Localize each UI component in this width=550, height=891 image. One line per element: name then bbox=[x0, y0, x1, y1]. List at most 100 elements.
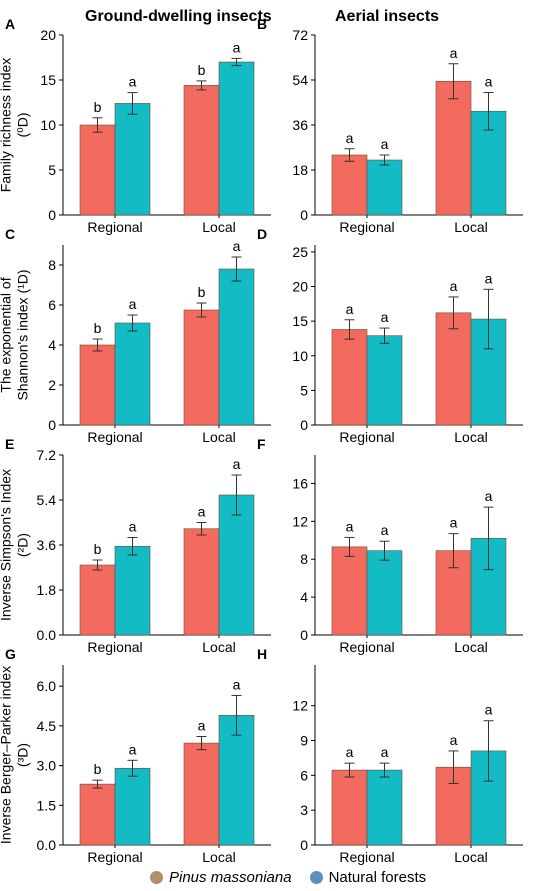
panel-E: E 0.0 1.8 3.6 5.4 7.2 Inverse Simpson's Index(… bbox=[0, 436, 271, 655]
significance-letter: a bbox=[485, 270, 493, 286]
significance-letter: a bbox=[381, 309, 389, 325]
y-axis-label: (⁰D) bbox=[15, 112, 31, 137]
panel-letter-E: E bbox=[5, 436, 14, 452]
y-tick-label: 54 bbox=[292, 72, 308, 88]
bar-pinus bbox=[79, 783, 116, 846]
y-tick-label: 9 bbox=[300, 732, 308, 748]
y-tick-label: 0.0 bbox=[37, 837, 57, 853]
y-tick-label: 7.2 bbox=[37, 447, 57, 463]
y-tick-label: 8 bbox=[300, 551, 308, 567]
y-tick-label: 0.0 bbox=[37, 627, 57, 643]
y-tick-label: 3 bbox=[300, 802, 308, 818]
legend-item-natural: Natural forests bbox=[309, 868, 427, 886]
significance-letter: a bbox=[485, 702, 493, 718]
significance-letter: b bbox=[198, 284, 206, 300]
bar-natural bbox=[366, 550, 403, 636]
y-axis-label: Inverse Berger–Parker index bbox=[0, 666, 14, 844]
legend: Pinus massoniana Natural forests bbox=[150, 866, 444, 888]
legend-item-pinus: Pinus massoniana bbox=[150, 869, 292, 886]
y-tick-label: 8 bbox=[48, 257, 56, 273]
bar-pinus bbox=[183, 309, 220, 426]
significance-letter: a bbox=[198, 504, 206, 520]
panel-H: H 0 3 6 9 12 Regional a a Local a a bbox=[257, 646, 523, 865]
bar-natural bbox=[366, 769, 403, 846]
x-tick-label: Regional bbox=[87, 849, 142, 865]
x-tick-label: Regional bbox=[87, 219, 142, 235]
bar-natural bbox=[114, 103, 151, 216]
x-tick-label: Local bbox=[454, 639, 487, 655]
significance-letter: a bbox=[233, 676, 241, 692]
significance-letter: a bbox=[198, 717, 206, 733]
bar-pinus bbox=[435, 80, 472, 216]
y-tick-label: 36 bbox=[292, 117, 308, 133]
bar-pinus bbox=[331, 154, 368, 216]
legend-swatch-pinus bbox=[150, 870, 163, 884]
y-axis-label: (³D) bbox=[15, 743, 31, 767]
bar-pinus bbox=[183, 85, 220, 216]
panel-letter-D: D bbox=[257, 226, 267, 242]
y-tick-label: 3.0 bbox=[37, 758, 57, 774]
y-tick-label: 5 bbox=[48, 162, 56, 178]
y-tick-label: 5.4 bbox=[37, 492, 57, 508]
x-tick-label: Regional bbox=[339, 639, 394, 655]
y-tick-label: 0 bbox=[48, 417, 56, 433]
significance-letter: a bbox=[485, 488, 493, 504]
bar-pinus bbox=[331, 546, 368, 636]
x-tick-label: Local bbox=[454, 219, 487, 235]
panel-B: B 0 18 36 54 72 Regional a a Local a a bbox=[257, 16, 523, 235]
panel-C: C 0 2 4 6 8 The exponential of Shannon's index … bbox=[0, 226, 271, 445]
significance-letter: a bbox=[381, 744, 389, 760]
significance-letter: a bbox=[233, 456, 241, 472]
y-tick-label: 5 bbox=[300, 382, 308, 398]
bar-natural bbox=[218, 268, 255, 426]
significance-letter: a bbox=[450, 732, 458, 748]
y-axis-label: The exponential of bbox=[0, 277, 14, 392]
y-axis-label: (²D) bbox=[15, 533, 31, 557]
significance-letter: a bbox=[233, 238, 241, 254]
bar-pinus bbox=[331, 769, 368, 846]
bar-natural bbox=[114, 767, 151, 846]
x-tick-label: Local bbox=[454, 429, 487, 445]
significance-letter: a bbox=[450, 515, 458, 531]
panel-letter-C: C bbox=[5, 226, 15, 242]
y-axis-label: Inverse Simpson's Index bbox=[0, 469, 14, 621]
significance-letter: a bbox=[233, 39, 241, 55]
x-tick-label: Local bbox=[202, 639, 235, 655]
bar-pinus bbox=[79, 344, 116, 426]
left-column-title: Ground-dwelling insects bbox=[85, 8, 272, 25]
x-tick-label: Regional bbox=[87, 429, 142, 445]
bar-pinus bbox=[79, 124, 116, 216]
bar-natural bbox=[218, 714, 255, 846]
bar-pinus bbox=[435, 312, 472, 426]
panel-D: D 0 5 10 15 20 25 Regional a a Local a a bbox=[257, 226, 523, 445]
legend-label-natural: Natural forests bbox=[328, 868, 427, 886]
bar-natural bbox=[366, 335, 403, 426]
y-tick-label: 6 bbox=[300, 767, 308, 783]
significance-letter: a bbox=[129, 741, 137, 757]
significance-letter: a bbox=[450, 278, 458, 294]
y-tick-label: 4.5 bbox=[37, 718, 57, 734]
significance-letter: b bbox=[94, 541, 102, 557]
x-tick-label: Local bbox=[454, 849, 487, 865]
x-tick-label: Regional bbox=[339, 849, 394, 865]
bar-natural bbox=[114, 322, 151, 426]
bar-pinus bbox=[331, 329, 368, 426]
right-column-title: Aerial insects bbox=[335, 8, 440, 25]
panel-G: G 0.0 1.5 3.0 4.5 6.0 Inverse Berger–Parker in… bbox=[0, 646, 271, 865]
x-tick-label: Regional bbox=[339, 219, 394, 235]
significance-letter: b bbox=[198, 62, 206, 78]
y-tick-label: 20 bbox=[40, 27, 56, 43]
y-tick-label: 0 bbox=[300, 207, 308, 223]
panel-A: A 0 5 10 15 20 Family richness index(⁰D) Region… bbox=[0, 16, 271, 235]
y-tick-label: 20 bbox=[292, 279, 308, 295]
y-tick-label: 12 bbox=[292, 698, 308, 714]
y-tick-label: 15 bbox=[292, 313, 308, 329]
y-axis-label: Family richness index bbox=[0, 58, 14, 193]
significance-letter: a bbox=[450, 45, 458, 61]
y-tick-label: 1.8 bbox=[37, 582, 57, 598]
significance-letter: a bbox=[346, 130, 354, 146]
significance-letter: a bbox=[346, 518, 354, 534]
significance-letter: a bbox=[381, 136, 389, 152]
y-tick-label: 6 bbox=[48, 297, 56, 313]
y-tick-label: 1.5 bbox=[37, 797, 57, 813]
